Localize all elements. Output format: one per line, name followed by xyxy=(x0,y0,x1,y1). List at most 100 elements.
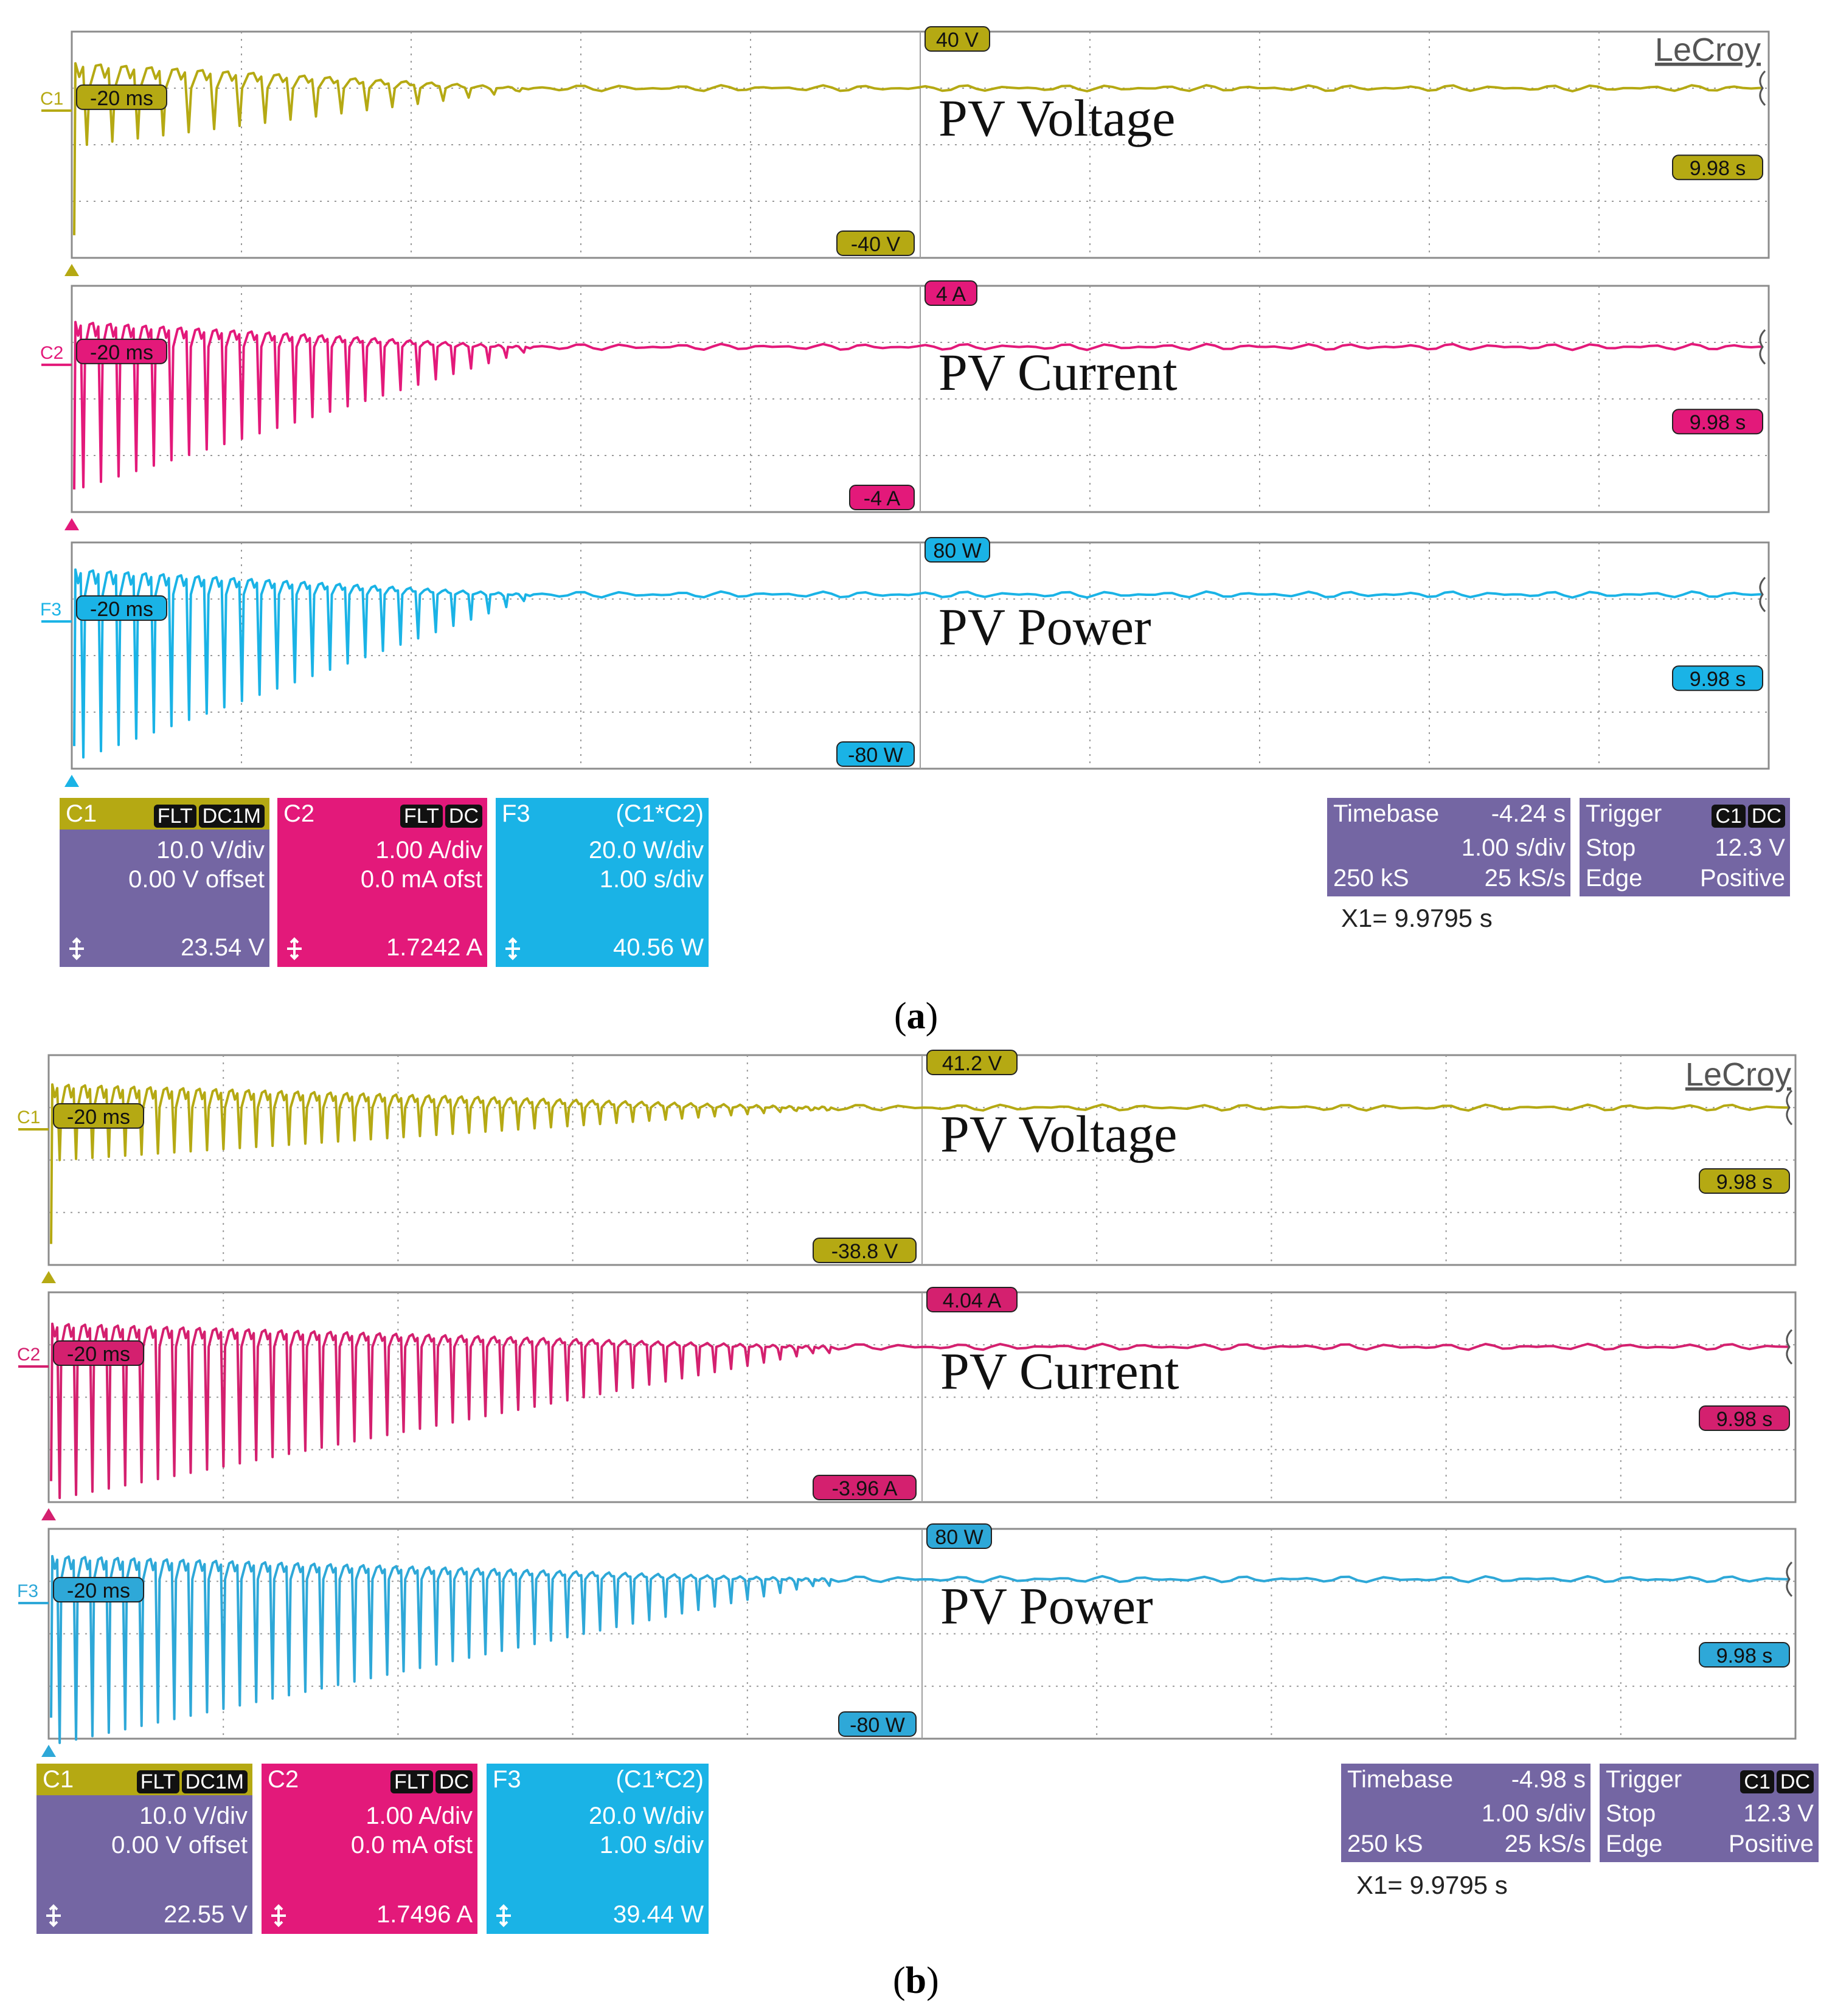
timebase-panel-b[interactable]: Timebase -4.98 s 1.00 s/div 250 kS 25 kS… xyxy=(1341,1764,1590,1862)
c2-vertical-scale: 1.00 A/div xyxy=(375,837,482,864)
time-tag: 9.98 s xyxy=(1699,1642,1790,1668)
c1-channel-name: C1 xyxy=(66,800,97,827)
f3-time-scale: 1.00 s/div xyxy=(599,1832,704,1858)
trigger-level: 12.3 V xyxy=(1715,834,1785,861)
trace-end-bracket-icon xyxy=(1786,1090,1793,1126)
trace-panel-c2[interactable]: 4.04 A -3.96 A -20 ms 9.98 s C2 PV Current xyxy=(17,1287,1797,1520)
trigger-panel-a[interactable]: Trigger C1 DC Stop 12.3 V Edge Positive xyxy=(1580,798,1790,896)
bottom-scale-tag: -80 W xyxy=(838,1711,917,1737)
f3-time-scale: 1.00 s/div xyxy=(599,866,704,893)
svg-text:80 W: 80 W xyxy=(935,1526,983,1549)
trace-panel-f3[interactable]: 80 W -80 W -20 ms 9.98 s F3 PV Power xyxy=(40,537,1770,787)
c1-channel-panel-b[interactable]: C1 FLT DC1M 10.0 V/div 0.00 V offset 22.5… xyxy=(36,1764,252,1934)
svg-text:-40 V: -40 V xyxy=(851,233,901,256)
c1-vertical-scale: 10.0 V/div xyxy=(156,837,265,864)
c1-channel-panel-a[interactable]: C1 FLT DC1M 10.0 V/div 0.00 V offset 23.5… xyxy=(60,798,269,967)
svg-text:9.98 s: 9.98 s xyxy=(1716,1408,1773,1431)
c1-coupling-badge: DC1M xyxy=(198,805,265,828)
waveform-trace-c2 xyxy=(50,1322,1790,1500)
figure-caption-a: (a) xyxy=(894,996,938,1037)
trigger-source-badge: C1 xyxy=(1740,1770,1774,1793)
svg-text:4 A: 4 A xyxy=(936,283,966,306)
time-tag: 9.98 s xyxy=(1699,1168,1790,1194)
adjust-crosshair-icon[interactable] xyxy=(282,937,307,961)
channel-marker: C2 xyxy=(40,343,63,363)
delay-tag: -20 ms xyxy=(76,84,167,110)
svg-text:40 V: 40 V xyxy=(936,29,979,52)
trigger-slope: Positive xyxy=(1699,865,1785,892)
svg-text:-20 ms: -20 ms xyxy=(90,341,153,364)
timebase-samples: 250 kS xyxy=(1333,865,1409,892)
channel-marker: C1 xyxy=(40,89,63,109)
c2-channel-panel-a[interactable]: C2 FLT DC 1.00 A/div 0.0 mA ofst 1.7242 A xyxy=(277,798,487,967)
bottom-scale-tag: -3.96 A xyxy=(813,1475,917,1500)
time-tag: 9.98 s xyxy=(1672,154,1763,180)
adjust-crosshair-icon[interactable] xyxy=(41,1903,66,1928)
trace-end-bracket-icon xyxy=(1759,577,1766,612)
c2-offset: 0.0 mA ofst xyxy=(350,1832,473,1858)
trigger-panel-b[interactable]: Trigger C1 DC Stop 12.3 V Edge Positive xyxy=(1600,1764,1819,1862)
timebase-samples: 250 kS xyxy=(1347,1831,1423,1857)
c2-channel-panel-b[interactable]: C2 FLT DC 1.00 A/div 0.0 mA ofst 1.7496 A xyxy=(262,1764,477,1934)
f3-math-panel-b[interactable]: F3 (C1*C2) 20.0 W/div 1.00 s/div 39.44 W xyxy=(487,1764,709,1934)
svg-text:-38.8 V: -38.8 V xyxy=(831,1240,898,1263)
channel-marker: C1 xyxy=(17,1107,40,1128)
adjust-crosshair-icon[interactable] xyxy=(64,937,89,961)
timebase-panel-a[interactable]: Timebase -4.24 s 1.00 s/div 250 kS 25 kS… xyxy=(1327,798,1570,896)
timebase-label: Timebase xyxy=(1333,800,1440,827)
waveform-trace-c1 xyxy=(73,62,1763,235)
svg-text:80 W: 80 W xyxy=(933,539,981,563)
c2-measured-value: 1.7496 A xyxy=(376,1901,473,1928)
trigger-type: Edge xyxy=(1606,1831,1663,1857)
c2-channel-name: C2 xyxy=(283,800,315,827)
c1-measured-value: 23.54 V xyxy=(181,934,265,961)
grid-lines xyxy=(72,286,1769,512)
top-scale-tag: 80 W xyxy=(924,537,990,563)
svg-text:9.98 s: 9.98 s xyxy=(1716,1644,1773,1668)
f3-math-panel-a[interactable]: F3 (C1*C2) 20.0 W/div 1.00 s/div 40.56 W xyxy=(496,798,709,967)
delay-tag: -20 ms xyxy=(76,595,167,621)
trace-end-bracket-icon xyxy=(1759,70,1766,106)
trace-panel-c1[interactable]: 40 V -40 V -20 ms 9.98 s C1 PV Voltage xyxy=(40,26,1770,276)
trace-panel-c1[interactable]: 41.2 V -38.8 V -20 ms 9.98 s C1 PV Voltage xyxy=(17,1050,1797,1283)
trace-panel-c2[interactable]: 4 A -4 A -20 ms 9.98 s C2 PV Current xyxy=(40,280,1770,530)
adjust-crosshair-icon[interactable] xyxy=(501,937,525,961)
trace-end-bracket-icon xyxy=(1786,1329,1793,1365)
bottom-scale-tag: -4 A xyxy=(849,485,915,510)
waveform-trace-c2 xyxy=(73,320,1763,490)
figure-b: 41.2 V -38.8 V -20 ms 9.98 s C1 PV Voltage 4.0… xyxy=(17,1050,1797,1757)
c2-filter-badge: FLT xyxy=(390,1770,433,1793)
c1-coupling-badge: DC1M xyxy=(181,1770,248,1793)
trigger-position-icon xyxy=(41,1745,56,1757)
channel-marker: C2 xyxy=(17,1345,40,1365)
trigger-type: Edge xyxy=(1586,865,1643,892)
time-tag: 9.98 s xyxy=(1672,409,1763,435)
trigger-source-badge: C1 xyxy=(1712,805,1746,828)
lecroy-logo: LeCroy xyxy=(1685,1056,1791,1093)
timebase-scale: 1.00 s/div xyxy=(1481,1800,1586,1827)
f3-vertical-scale: 20.0 W/div xyxy=(589,837,704,864)
trace-title-f3: PV Power xyxy=(940,1576,1153,1635)
adjust-crosshair-icon[interactable] xyxy=(491,1903,516,1928)
bottom-scale-tag: -80 W xyxy=(836,741,915,767)
channel-marker: F3 xyxy=(17,1581,38,1601)
c1-offset: 0.00 V offset xyxy=(128,866,265,893)
f3-measured-value: 40.56 W xyxy=(613,934,704,961)
trigger-mode: Stop xyxy=(1586,834,1636,861)
trigger-coupling-badge: DC xyxy=(1776,1770,1814,1793)
c1-channel-name: C1 xyxy=(43,1766,74,1793)
trigger-level: 12.3 V xyxy=(1743,1800,1814,1827)
svg-text:-20 ms: -20 ms xyxy=(90,598,153,621)
trace-panel-f3[interactable]: 80 W -80 W -20 ms 9.98 s F3 PV Power xyxy=(17,1523,1797,1757)
svg-text:-80 W: -80 W xyxy=(848,744,903,767)
f3-formula: (C1*C2) xyxy=(616,800,704,827)
timebase-delay: -4.24 s xyxy=(1491,800,1566,827)
adjust-crosshair-icon[interactable] xyxy=(266,1903,291,1928)
top-scale-tag: 4.04 A xyxy=(926,1287,1018,1312)
timebase-rate: 25 kS/s xyxy=(1484,865,1566,892)
timebase-label: Timebase xyxy=(1347,1766,1454,1793)
waveform-trace-f3 xyxy=(50,1554,1790,1744)
c2-measured-value: 1.7242 A xyxy=(386,934,482,961)
waveform-trace-f3 xyxy=(73,568,1763,759)
